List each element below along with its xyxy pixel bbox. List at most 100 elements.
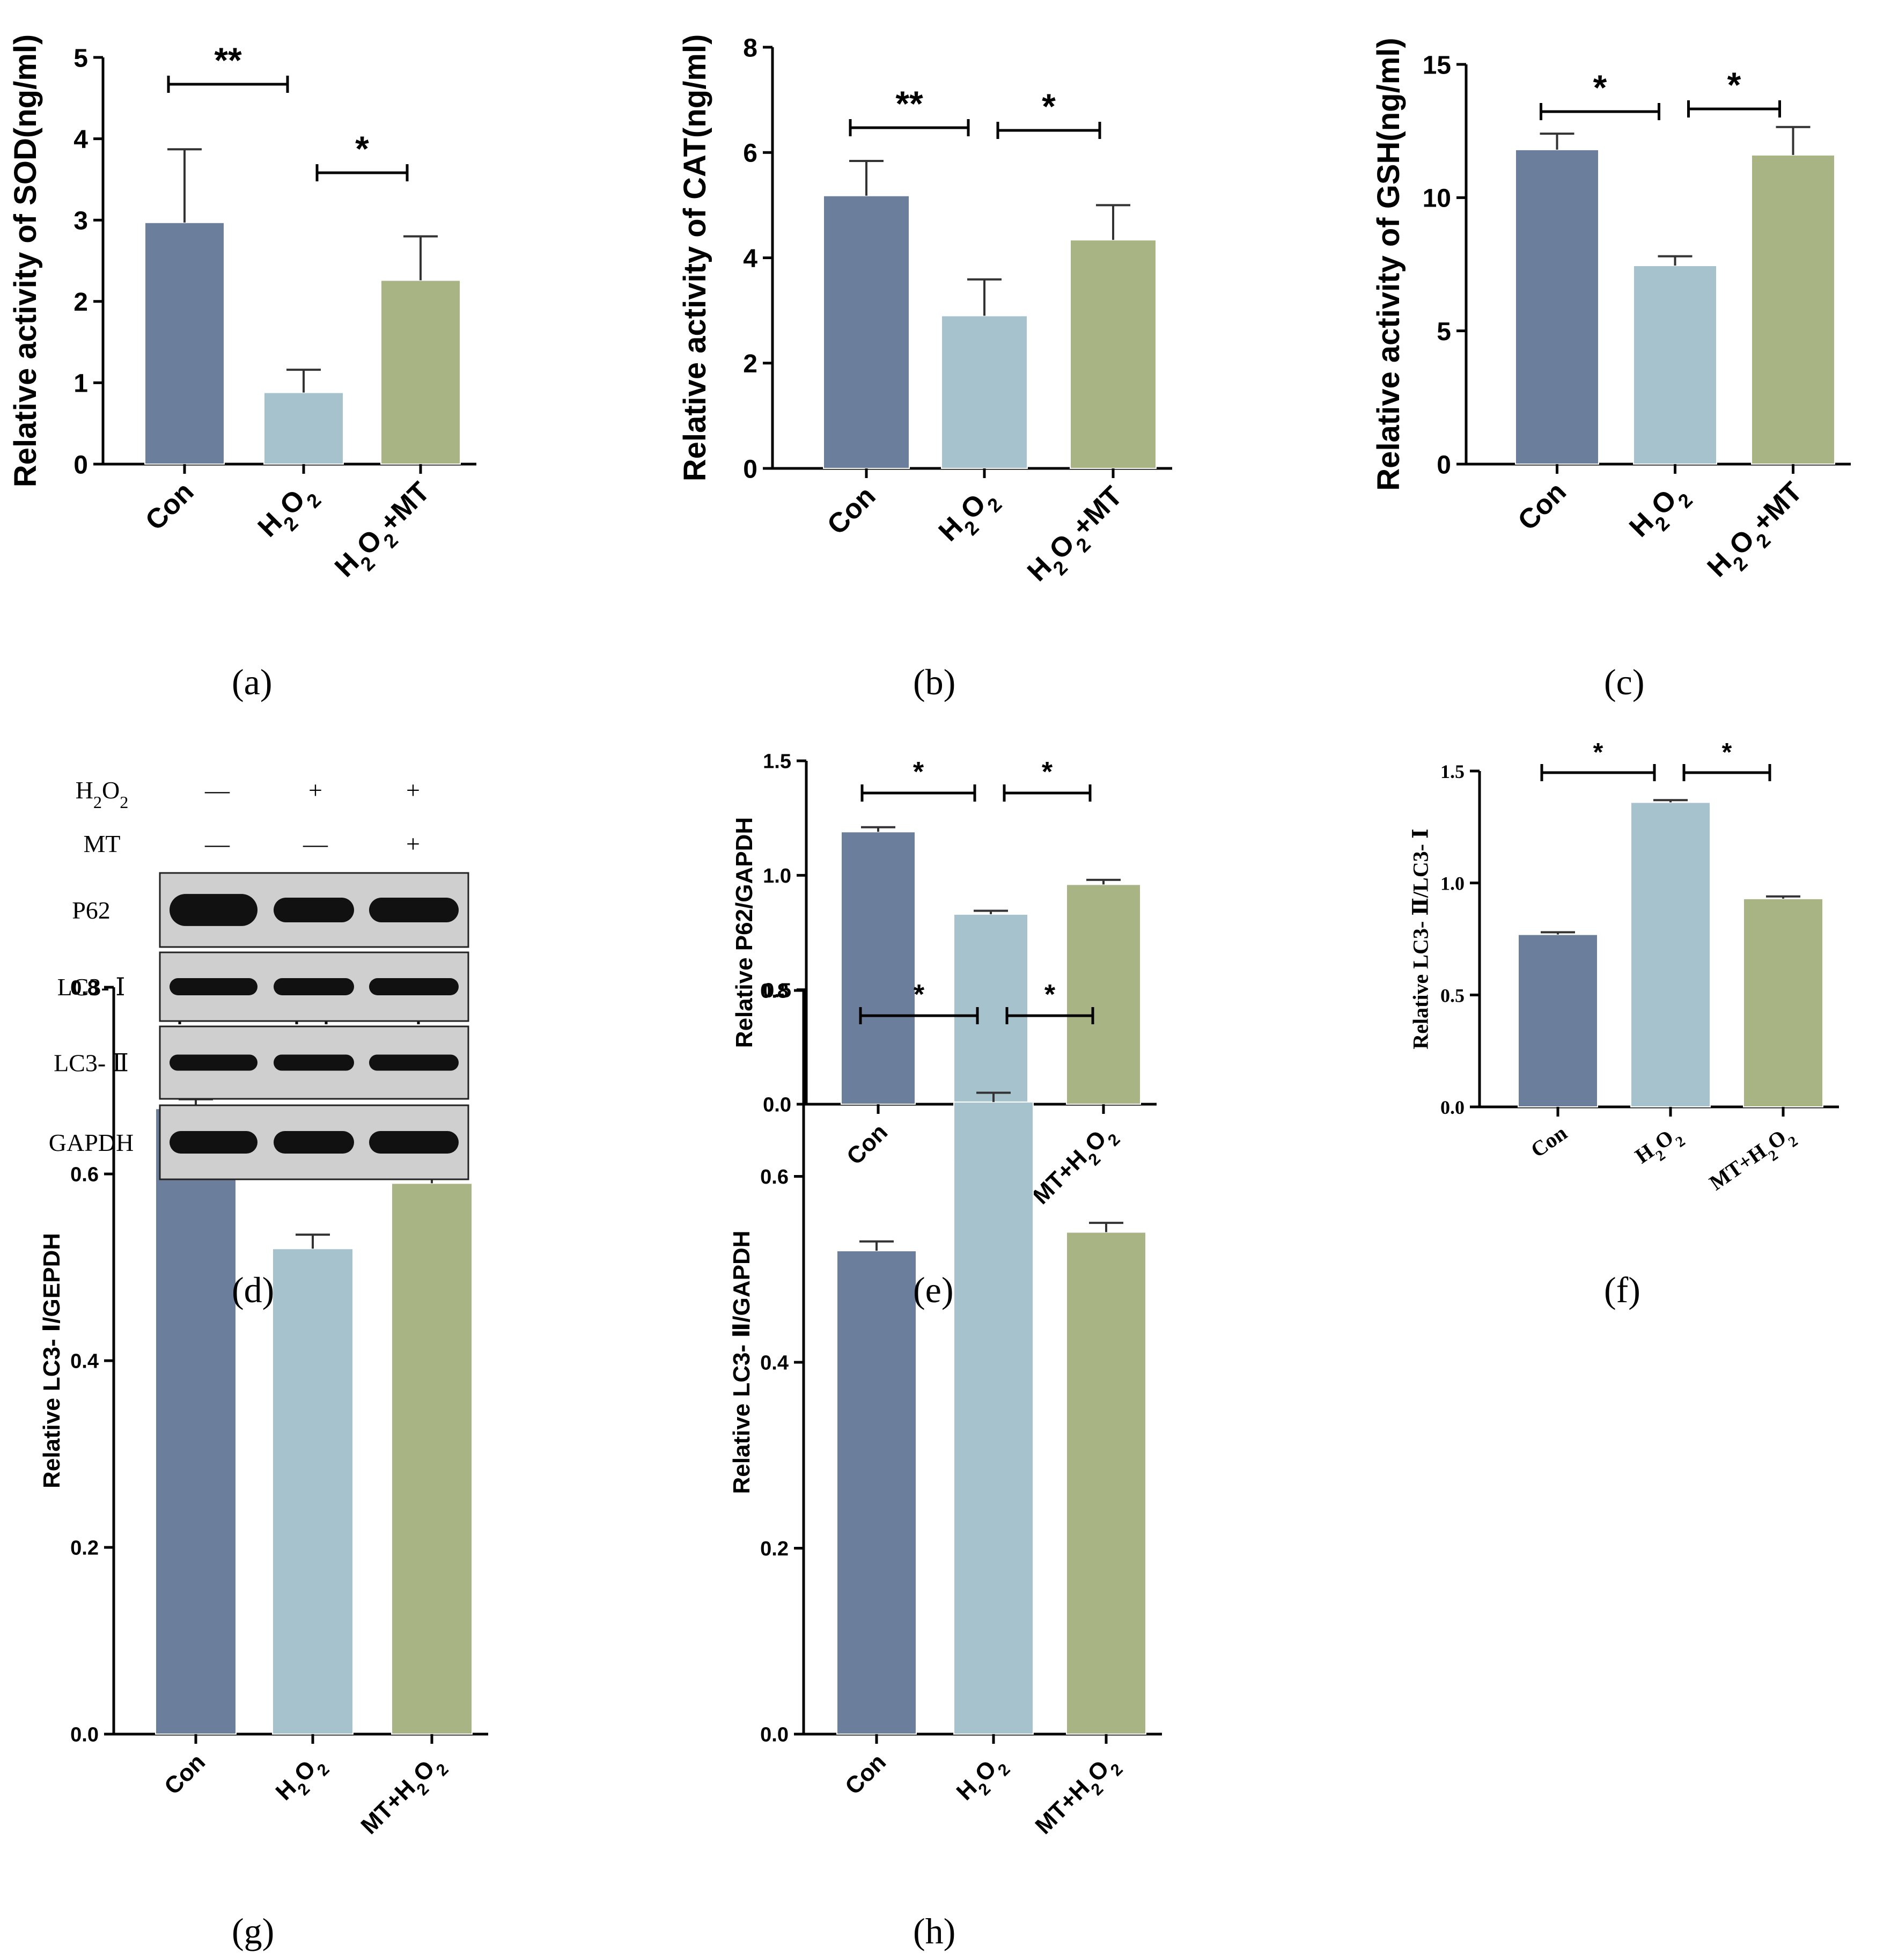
chart-b: 0 2 4 6 8 Relative activity of CAT(ng/ml) Con H…: [678, 34, 1172, 593]
chart-a: 0 1 2 3 4 5 Relative activity of SOD(ng/ml) Con…: [8, 34, 476, 589]
x-category-label: H2O2: [252, 476, 325, 549]
bar-h2o2: [941, 315, 1028, 469]
y-tick-label: 0: [1437, 451, 1451, 479]
y-tick-label: 1.0: [763, 865, 791, 887]
x-category-label: Con: [1512, 476, 1572, 536]
y-tick-label: 0.4: [760, 1352, 789, 1375]
bar-mt-h2o2: [1066, 1231, 1146, 1735]
x-category-label: H2O2: [271, 1749, 333, 1811]
blot-band: [170, 1131, 257, 1154]
blot-band: [369, 1054, 459, 1071]
treatment-label: MT: [84, 830, 121, 857]
y-tick-label: 2: [73, 288, 88, 317]
y-tick-label: 0.2: [70, 1537, 99, 1560]
caption-c: (c): [1604, 662, 1645, 702]
bar-h2o2-mt: [1751, 154, 1835, 465]
x-category-label: H2O2+MT: [1702, 476, 1815, 589]
treatment-sign: —: [204, 830, 230, 857]
blot-band: [369, 898, 459, 922]
chart-h: 0.0 0.2 0.4 0.6 0.8 Relative LC3- Ⅱ/GAPDH Con H…: [729, 979, 1162, 1845]
caption-d: (d): [232, 1269, 275, 1310]
y-tick-label: 1.0: [1440, 873, 1465, 894]
blot-band: [170, 978, 257, 995]
caption-e: (e): [913, 1269, 954, 1310]
y-tick-label: 0.2: [760, 1538, 789, 1560]
caption-b: (b): [913, 662, 956, 702]
x-category-label: H2O2+MT: [1021, 480, 1135, 593]
y-axis-label: Relative LC3- Ⅰ/GEPDH: [39, 1233, 65, 1488]
x-category-label: Con: [840, 1749, 891, 1800]
y-tick-label: 1.5: [1440, 761, 1465, 782]
x-category-label: H2O2: [933, 480, 1006, 553]
bar-con: [1515, 149, 1599, 465]
y-tick-label: 0.0: [1440, 1097, 1465, 1118]
band-label: LC3- Ⅰ: [57, 973, 126, 1001]
significance-label: *: [1722, 738, 1732, 767]
bar-con: [144, 222, 225, 465]
y-tick-label: 3: [73, 207, 88, 235]
x-category-label: Con: [842, 1119, 893, 1170]
treatment-sign: +: [308, 776, 322, 804]
significance-label: *: [1044, 979, 1056, 1010]
bar-mt-h2o2: [391, 1183, 473, 1735]
caption-a: (a): [232, 662, 273, 702]
significance-label: *: [1042, 757, 1053, 788]
y-tick-label: 0.6: [70, 1164, 99, 1186]
y-tick-label: 2: [743, 350, 757, 378]
y-tick-label: 0.0: [70, 1724, 99, 1746]
bar-h2o2-mt: [380, 280, 461, 465]
treatment-sign: —: [303, 830, 328, 857]
x-category-label: H2O2+MT: [329, 476, 442, 589]
y-tick-label: 15: [1423, 51, 1451, 79]
x-category-label: MT+H2O2: [1030, 1749, 1126, 1845]
chart-c: 0 5 10 15 Relative activity of GSH(ng/ml) Con…: [1371, 38, 1851, 589]
bar-h2o2: [953, 1101, 1034, 1735]
band-label: GAPDH: [49, 1129, 134, 1156]
bar-con: [841, 831, 916, 1105]
blot-band: [170, 894, 257, 926]
y-axis-label: Relative activity of CAT(ng/ml): [678, 34, 712, 482]
significance-label: **: [895, 84, 923, 123]
bar-con: [155, 1108, 237, 1735]
bar-h2o2: [263, 392, 344, 465]
blot-band: [274, 978, 354, 995]
x-category-label: Con: [159, 1749, 210, 1800]
y-tick-label: 0.5: [1440, 985, 1465, 1006]
x-category-label: MT+H2O2: [356, 1749, 452, 1845]
significance-label: *: [1593, 68, 1607, 107]
significance-label: *: [1727, 65, 1741, 105]
y-tick-label: 0.8: [760, 980, 789, 1003]
caption-h: (h): [913, 1911, 956, 1951]
y-tick-label: 4: [73, 126, 88, 154]
y-tick-label: 0.6: [760, 1166, 789, 1188]
band-label: LC3- Ⅱ: [54, 1049, 129, 1077]
blot-band: [170, 1054, 257, 1071]
blot-band: [369, 1131, 459, 1154]
y-axis-label: Relative activity of SOD(ng/ml): [8, 34, 43, 487]
bar-con: [836, 1250, 917, 1735]
significance-label: *: [355, 129, 369, 168]
significance-label: *: [914, 979, 925, 1010]
bar-h2o2: [272, 1248, 354, 1735]
blot-band: [274, 1054, 354, 1071]
x-category-label: Con: [821, 480, 881, 540]
caption-f: (f): [1604, 1269, 1640, 1310]
bar-h2o2: [1633, 265, 1717, 465]
x-category-label: Con: [139, 476, 200, 536]
bar-con: [823, 195, 910, 469]
significance-label: *: [913, 757, 924, 788]
y-tick-label: 0.8: [70, 977, 99, 1000]
y-tick-label: 0.4: [70, 1350, 99, 1373]
y-tick-label: 10: [1423, 185, 1451, 213]
y-axis-label: Relative P62/GAPDH: [731, 817, 757, 1048]
western-blot: H2O2 — + + MT — — + P62 LC3- Ⅰ LC3- Ⅱ GAPDH: [49, 776, 469, 1180]
blot-band: [274, 1131, 354, 1154]
bar-mt-h2o2: [1066, 884, 1141, 1105]
bar-con: [1518, 934, 1598, 1107]
x-category-label: H2O2: [1623, 476, 1696, 549]
bar-mt-h2o2: [1743, 898, 1823, 1107]
x-category-label: H2O2: [952, 1749, 1014, 1811]
significance-label: **: [214, 40, 242, 80]
